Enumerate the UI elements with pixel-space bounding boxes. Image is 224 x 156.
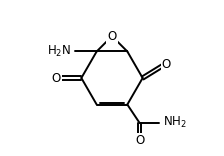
- Text: O: O: [107, 30, 117, 43]
- Text: O: O: [52, 71, 61, 85]
- Text: O: O: [135, 134, 144, 147]
- Text: NH$_2$: NH$_2$: [163, 115, 187, 130]
- Text: O: O: [162, 58, 171, 71]
- Text: H$_2$N: H$_2$N: [47, 44, 71, 59]
